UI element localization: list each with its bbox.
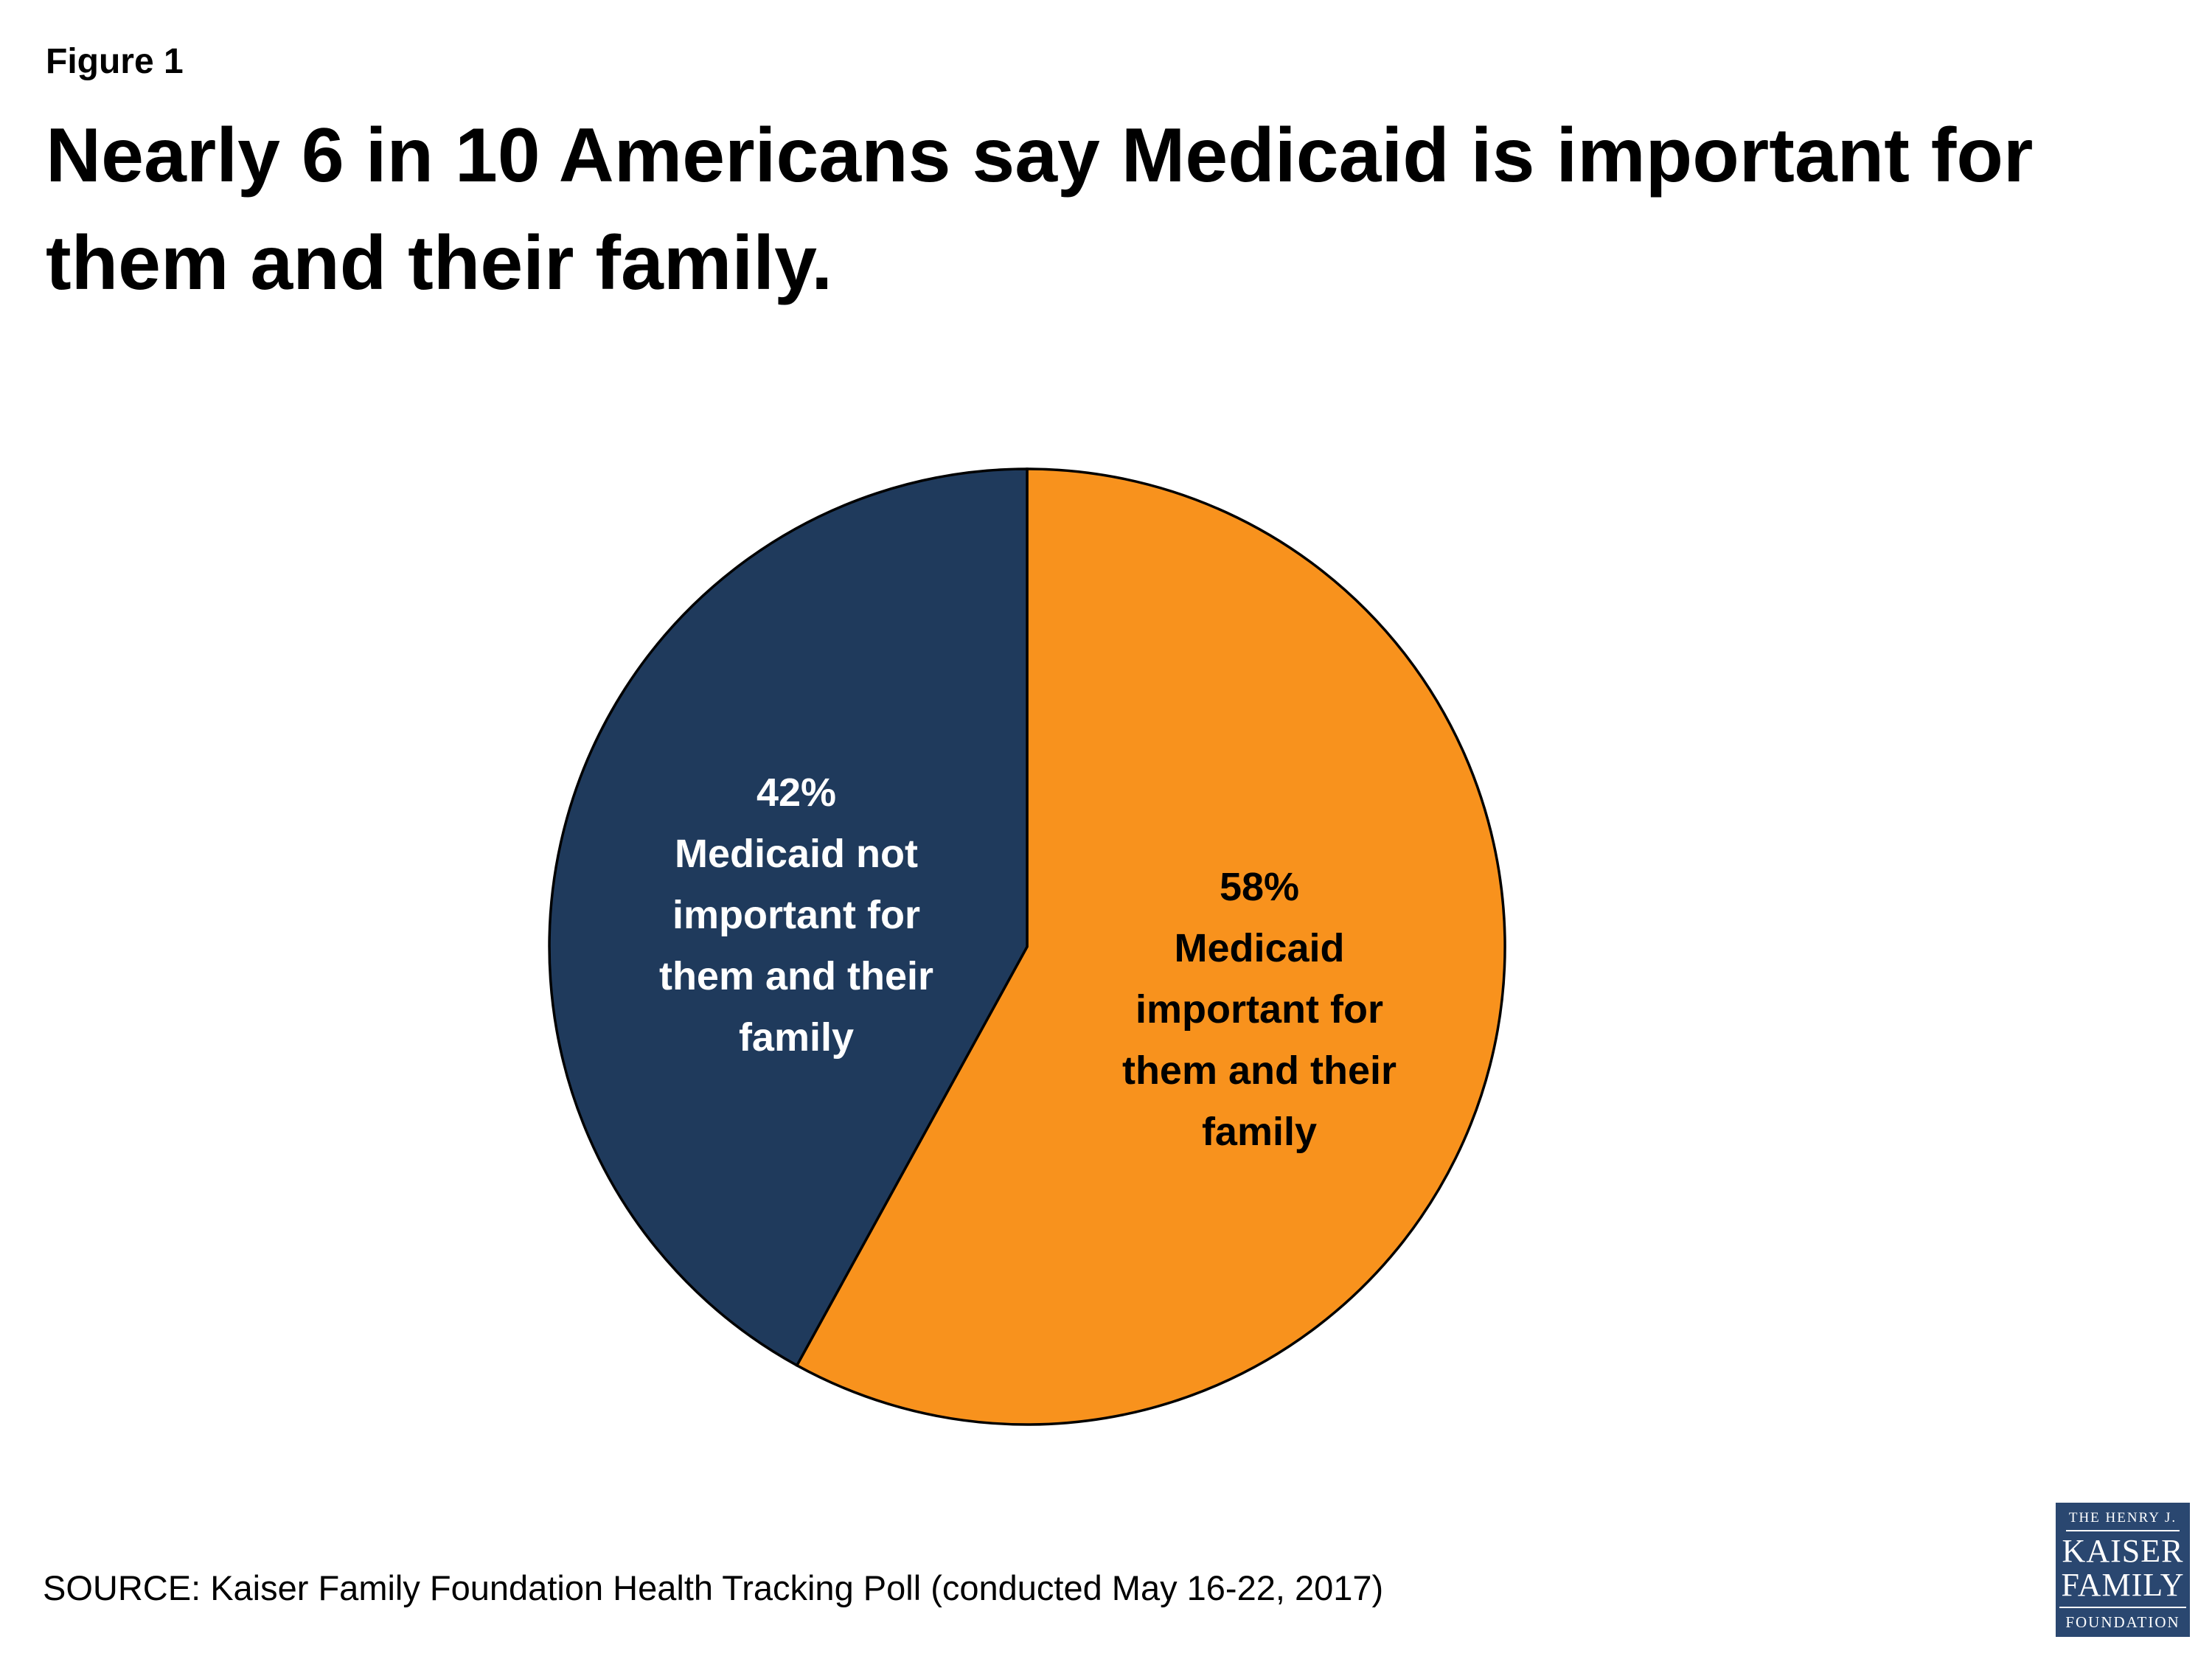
pie-svg bbox=[548, 467, 1506, 1426]
logo-line-kaiser: KAISER bbox=[2062, 1532, 2184, 1569]
pie-slice-1 bbox=[548, 467, 1029, 1368]
pie-label-important: 58% Medicaid important for them and thei… bbox=[1121, 865, 1397, 1154]
kff-logo: THE HENRY J. KAISER FAMILY FOUNDATION bbox=[2056, 1503, 2190, 1637]
logo-line-henry: THE HENRY J. bbox=[2065, 1510, 2180, 1531]
pie-chart bbox=[511, 431, 1543, 1463]
chart-title: Nearly 6 in 10 Americans say Medicaid is… bbox=[46, 113, 2034, 306]
figure-label: Figure 1 bbox=[46, 42, 184, 81]
pie-label-not-important: 42% Medicaid not important for them and … bbox=[658, 771, 934, 1060]
pie-slice-0 bbox=[795, 467, 1506, 1426]
logo-line-family: FAMILY bbox=[2059, 1568, 2186, 1608]
logo-line-foundation: FOUNDATION bbox=[2065, 1613, 2180, 1631]
source-note: SOURCE: Kaiser Family Foundation Health … bbox=[43, 1568, 1384, 1607]
